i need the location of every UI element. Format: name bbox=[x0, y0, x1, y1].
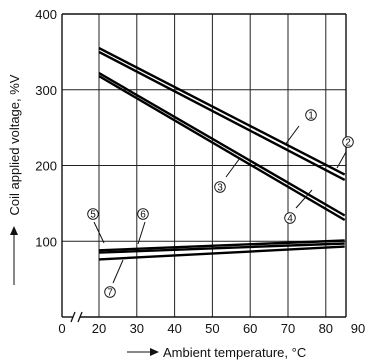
axis-break-mark bbox=[77, 311, 83, 323]
marker-label: 4 bbox=[287, 214, 293, 225]
x-tick-label: 20 bbox=[92, 321, 106, 336]
series-line bbox=[98, 47, 346, 176]
marker-circle bbox=[137, 208, 149, 220]
grid-lines bbox=[62, 14, 346, 317]
y-title-arrow-head bbox=[10, 226, 18, 235]
x-tick-label: 0 bbox=[58, 321, 65, 336]
marker-circle bbox=[284, 212, 296, 224]
series-line bbox=[98, 245, 345, 261]
marker-leader bbox=[137, 221, 146, 245]
y-tick-label: 300 bbox=[35, 83, 57, 98]
axis-title-arrows bbox=[10, 226, 159, 356]
x-tick-label: 30 bbox=[130, 321, 144, 336]
marker-label: 6 bbox=[140, 210, 146, 221]
x-tick-label: 70 bbox=[281, 321, 295, 336]
marker-leader bbox=[225, 157, 241, 178]
marker-leader bbox=[336, 151, 347, 169]
series-line bbox=[98, 50, 346, 181]
marker-label: 1 bbox=[308, 111, 314, 122]
series-line bbox=[98, 72, 346, 217]
axis-break-mark bbox=[70, 311, 76, 323]
y-axis-label: Coil applied voltage, %V bbox=[7, 74, 22, 215]
marker-leader bbox=[112, 259, 124, 284]
x-title-arrow-head bbox=[150, 348, 159, 356]
series-line bbox=[98, 75, 346, 222]
y-tick-label: 200 bbox=[35, 159, 57, 174]
marker-circle bbox=[104, 286, 116, 298]
marker-leader bbox=[93, 221, 105, 244]
axis-titles: Ambient temperature, °C Coil applied vol… bbox=[7, 74, 306, 360]
plot-frame bbox=[61, 13, 347, 323]
series-line bbox=[98, 242, 345, 254]
x-tick-label: 40 bbox=[167, 321, 181, 336]
series-lines bbox=[98, 47, 346, 261]
x-tick-label: 50 bbox=[205, 321, 219, 336]
marker-circle bbox=[305, 109, 317, 121]
marker-label: 2 bbox=[345, 138, 351, 149]
marker-label: 5 bbox=[90, 210, 96, 221]
x-tick-label: 90 bbox=[351, 321, 365, 336]
x-tick-label: 60 bbox=[243, 321, 257, 336]
x-tick-label: 80 bbox=[319, 321, 333, 336]
x-axis-label: Ambient temperature, °C bbox=[163, 345, 306, 360]
marker-leader bbox=[295, 189, 313, 209]
marker-leader bbox=[284, 125, 300, 146]
y-tick-label: 400 bbox=[35, 7, 57, 22]
marker-circle bbox=[214, 181, 226, 193]
marker-circle bbox=[87, 208, 99, 220]
marker-circle bbox=[342, 136, 354, 148]
marker-label: 7 bbox=[107, 288, 113, 299]
marker-label: 3 bbox=[217, 183, 223, 194]
series-markers: 1 2 3 4 5 6 7 bbox=[87, 109, 354, 299]
tick-labels: 0 20 30 40 50 60 70 80 90 100 200 300 400 bbox=[35, 7, 365, 336]
y-tick-label: 100 bbox=[35, 234, 57, 249]
series-line bbox=[98, 239, 345, 252]
